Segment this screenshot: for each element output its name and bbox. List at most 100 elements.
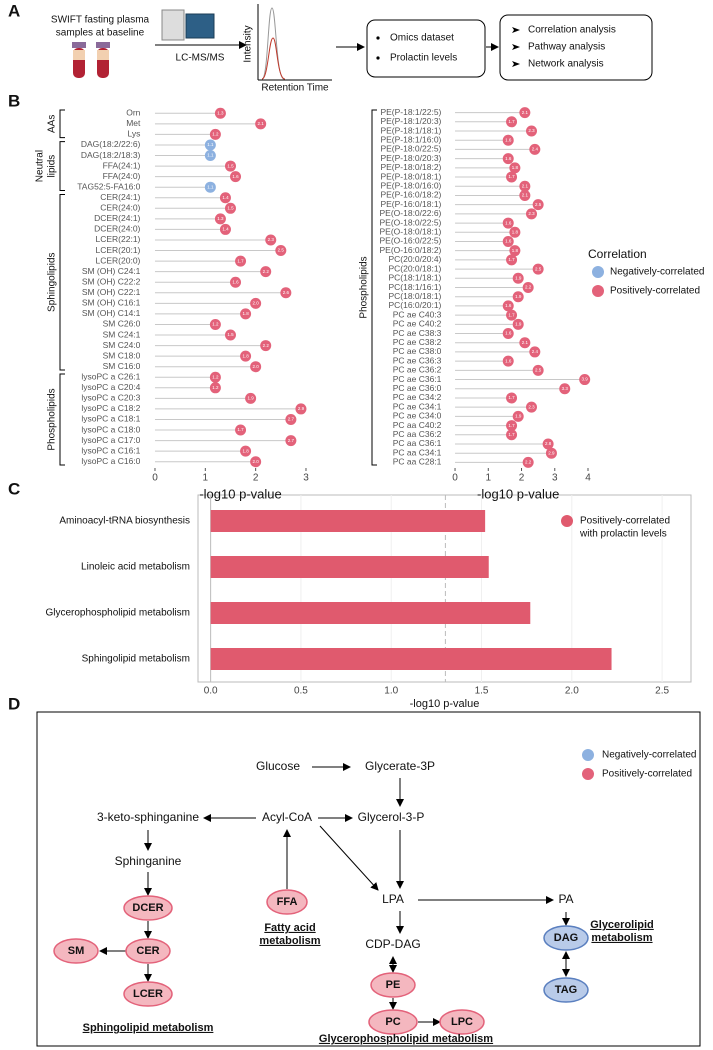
point (502, 328, 514, 340)
category-label: PC(20:0/18:1) (388, 263, 441, 273)
category-label: PE(P-18:1/20:3) (380, 116, 441, 126)
panel-label: A (8, 1, 20, 20)
category-label: Lys (127, 129, 140, 139)
bar (210, 602, 531, 624)
metabolite-node (368, 1009, 418, 1035)
category-label: PC ae C38:3 (393, 328, 442, 338)
value-label: 2.2 (263, 269, 270, 274)
x-axis-label: -log10 p-value (477, 486, 559, 501)
category-label: Sphingolipid metabolism (82, 654, 190, 665)
category-label: lysoPC a C16:1 (81, 445, 140, 455)
value-label: 2.3 (528, 211, 535, 216)
metabolite-label: FFA (277, 896, 298, 908)
value-label: 2.9 (548, 450, 555, 455)
point (519, 189, 531, 201)
x-axis-label: Retention Time (261, 83, 329, 94)
point (559, 383, 571, 395)
category-label: PE(P-18:1/18:1) (380, 125, 441, 135)
sample-text: SWIFT fasting plasma (51, 15, 150, 26)
category-label: FFA(24:0) (103, 171, 141, 181)
x-axis-label: -log10 p-value (199, 486, 281, 501)
value-label: 2.0 (253, 301, 260, 306)
group-bracket (59, 193, 65, 371)
category-label: lysoPC a C18:1 (81, 414, 140, 424)
point (224, 329, 236, 341)
legend-swatch (592, 285, 604, 297)
point (285, 435, 297, 447)
value-label: 1.7 (508, 395, 515, 400)
point (506, 254, 518, 266)
category-label: lysoPC a C17:0 (81, 435, 140, 445)
point (204, 181, 216, 193)
point (209, 371, 221, 383)
x-tick-label: 1.5 (475, 686, 489, 697)
value-label: 1.2 (212, 385, 219, 390)
box (499, 14, 653, 81)
category-label: PC(18:0/18:1) (388, 291, 441, 301)
x-tick-label: 2 (519, 473, 525, 484)
category-label: PC aa C36:1 (393, 438, 442, 448)
metabolite-label: DCER (132, 902, 163, 914)
value-label: 1.2 (212, 132, 219, 137)
category-label: LCER(20:1) (96, 245, 141, 255)
value-label: 2.3 (268, 237, 275, 242)
point (506, 392, 518, 404)
panel-d: Glucose Glycerate-3P Glycerol-3-P Acyl-CoA 3… (36, 711, 701, 1047)
value-label: 1.7 (508, 119, 515, 124)
metabolite-label: SM (68, 945, 85, 957)
category-label: PE(P-18:0/16:0) (380, 180, 441, 190)
point (265, 234, 277, 246)
pathway-caption: Glycerophospholipid metabolism (319, 1033, 493, 1045)
point (285, 413, 297, 425)
category-label: Aminoacyl-tRNA biosynthesis (59, 516, 190, 527)
x-tick-label: 0.0 (204, 686, 218, 697)
category-label: DAG(18:2/22:6) (81, 139, 141, 149)
point (512, 272, 524, 284)
category-label: PE(P-18:0/20:3) (380, 153, 441, 163)
pathway-node: Acyl-CoA (262, 810, 312, 824)
value-label: 2.0 (253, 364, 260, 369)
bar (210, 648, 612, 670)
point (250, 361, 262, 373)
category-label: lysoPC a C26:1 (81, 372, 140, 382)
value-label: 1.5 (227, 163, 234, 168)
point (240, 445, 252, 457)
category-label: PE(P-16:0/18:2) (380, 190, 441, 200)
group-bracket (59, 141, 65, 191)
value-label: 1.9 (515, 414, 522, 419)
bullet (512, 44, 520, 50)
category-label: PC ae C36:2 (393, 365, 442, 375)
value-label: 1.4 (222, 195, 229, 200)
legend-title: Correlation (588, 247, 647, 261)
point (230, 171, 242, 183)
point (240, 350, 252, 362)
point (502, 134, 514, 146)
value-label: 1.6 (505, 331, 512, 336)
x-tick-label: 4 (585, 473, 591, 484)
value-label: 1.2 (212, 322, 219, 327)
group-label: Phospholipids (47, 388, 58, 450)
category-label: PC ae C36:1 (393, 374, 442, 384)
category-label: PE(O-16:0/18:2) (380, 245, 442, 255)
category-label: Orn (126, 108, 140, 118)
point (250, 456, 262, 468)
analysis: Pathway analysis (528, 42, 605, 53)
category-label: PE(P-18:1/22:5) (380, 107, 441, 117)
x-tick-label: 1 (485, 473, 491, 484)
legend-label: Negatively-correlated (610, 267, 705, 278)
panel-a: SWIFT fasting plasma samples at baseline… (51, 4, 653, 94)
pathway-caption: Sphingolipid metabolism (83, 1022, 214, 1034)
category-label: DCER(24:1) (94, 213, 140, 223)
value-label: 2.4 (532, 349, 539, 354)
group-bracket (59, 109, 65, 139)
box (366, 19, 486, 78)
legend-label: Negatively-correlated (602, 750, 697, 761)
x-tick-label: 0 (152, 473, 158, 484)
metabolite-node (439, 1009, 485, 1035)
legend-label: Positively-correlated (602, 769, 692, 780)
point (275, 245, 287, 257)
category-label: PC ae C36:3 (393, 355, 442, 365)
x-tick-label: 3 (303, 473, 309, 484)
value-label: 1.5 (227, 205, 234, 210)
point (525, 208, 537, 220)
